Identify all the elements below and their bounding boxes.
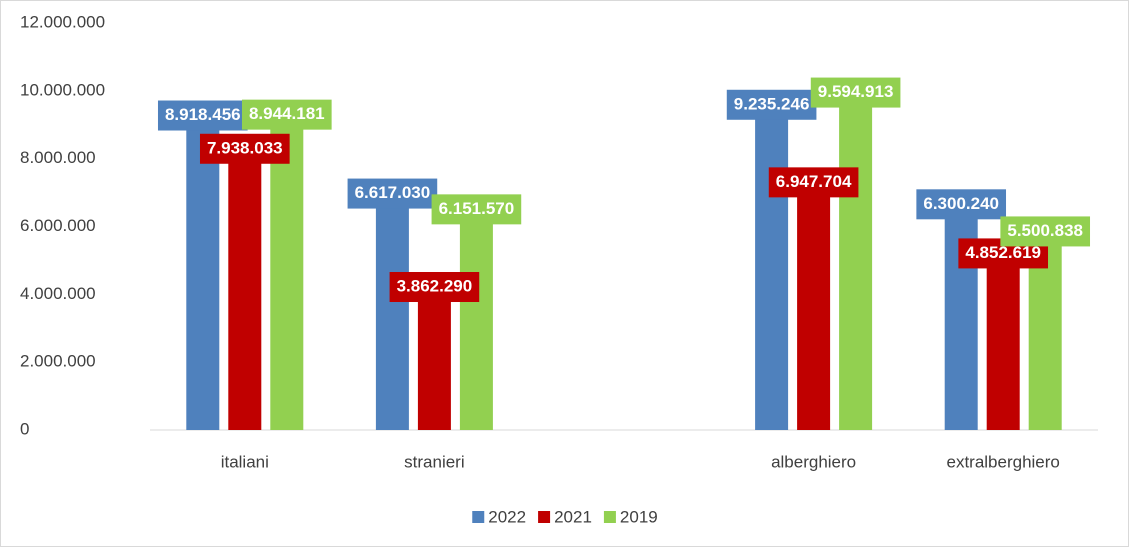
legend-swatch bbox=[538, 511, 551, 523]
y-tick-label: 0 bbox=[20, 419, 29, 438]
legend-label: 2021 bbox=[554, 507, 592, 526]
bar bbox=[375, 205, 409, 430]
data-label: 3.862.290 bbox=[397, 276, 473, 295]
data-label: 6.947.704 bbox=[776, 172, 852, 191]
y-tick-label: 6.000.000 bbox=[20, 216, 96, 235]
y-tick-label: 4.000.000 bbox=[20, 284, 96, 303]
data-label-box bbox=[768, 167, 859, 198]
x-tick-label: alberghiero bbox=[771, 452, 856, 471]
data-label: 8.918.456 bbox=[165, 105, 241, 124]
data-label: 6.300.240 bbox=[923, 194, 999, 213]
data-label: 5.500.838 bbox=[1007, 221, 1083, 240]
bar bbox=[186, 127, 220, 431]
bar bbox=[755, 116, 789, 430]
data-label-box bbox=[726, 89, 817, 120]
bar bbox=[228, 160, 262, 431]
data-label: 6.617.030 bbox=[355, 183, 431, 202]
bar bbox=[459, 221, 493, 430]
data-label: 6.151.570 bbox=[439, 199, 515, 218]
data-label-box bbox=[1000, 216, 1091, 247]
bar bbox=[839, 104, 873, 430]
data-label-box bbox=[347, 178, 438, 209]
data-label-box bbox=[431, 194, 522, 225]
data-label: 8.944.181 bbox=[249, 104, 325, 123]
data-label-box bbox=[199, 133, 290, 164]
data-label: 9.235.246 bbox=[734, 94, 810, 113]
y-tick-label: 8.000.000 bbox=[20, 148, 96, 167]
x-tick-label: stranieri bbox=[404, 452, 464, 471]
data-label: 4.852.619 bbox=[965, 243, 1041, 262]
data-label-box bbox=[157, 100, 248, 131]
data-label: 7.938.033 bbox=[207, 138, 283, 157]
legend-label: 2019 bbox=[620, 507, 658, 526]
bar bbox=[797, 194, 831, 430]
data-label: 9.594.913 bbox=[818, 82, 894, 101]
bar bbox=[270, 126, 304, 431]
data-label-box bbox=[916, 189, 1007, 220]
y-tick-label: 2.000.000 bbox=[20, 352, 96, 371]
y-tick-label: 12.000.000 bbox=[20, 12, 105, 31]
legend-swatch bbox=[603, 511, 616, 523]
bar bbox=[986, 265, 1020, 430]
legend-label: 2022 bbox=[488, 507, 526, 526]
data-label-box bbox=[810, 77, 901, 108]
x-tick-label: italiani bbox=[221, 452, 269, 471]
data-label-box bbox=[241, 99, 332, 130]
bar bbox=[417, 299, 451, 430]
x-tick-label: extralberghiero bbox=[946, 452, 1059, 471]
y-tick-label: 10.000.000 bbox=[20, 80, 105, 99]
data-label-box bbox=[389, 272, 480, 303]
legend-swatch bbox=[472, 511, 485, 523]
bar bbox=[1028, 243, 1062, 430]
